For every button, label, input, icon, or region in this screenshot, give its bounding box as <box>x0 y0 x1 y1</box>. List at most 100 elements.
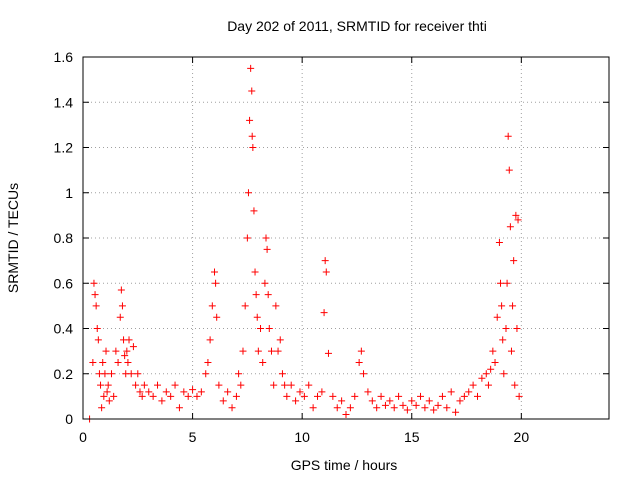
data-point <box>125 336 133 344</box>
data-point <box>237 381 245 389</box>
data-point <box>469 381 477 389</box>
data-point <box>497 279 505 287</box>
data-point <box>89 358 97 366</box>
data-point <box>342 410 350 418</box>
data-point <box>425 397 433 405</box>
data-point <box>167 392 175 400</box>
data-point <box>91 291 99 299</box>
data-point <box>274 347 282 355</box>
data-point <box>456 397 464 405</box>
x-tick-label: 15 <box>404 429 420 445</box>
data-point <box>351 392 359 400</box>
data-point <box>158 397 166 405</box>
data-point <box>98 404 106 412</box>
data-point <box>127 370 135 378</box>
data-point <box>262 234 270 242</box>
data-point <box>513 325 521 332</box>
data-point <box>287 381 295 389</box>
data-point <box>482 370 490 378</box>
data-point <box>118 302 126 310</box>
data-point <box>189 386 197 394</box>
data-point <box>116 313 124 321</box>
data-point <box>443 404 451 412</box>
data-point <box>373 404 381 412</box>
data-point <box>333 404 341 412</box>
data-point <box>204 358 212 366</box>
data-point <box>124 358 132 366</box>
data-point <box>278 370 286 378</box>
data-point <box>224 388 232 396</box>
x-axis-label: GPS time / hours <box>291 457 398 473</box>
data-point <box>102 347 110 355</box>
data-point <box>390 404 398 412</box>
data-point <box>487 365 495 373</box>
data-point <box>248 87 256 95</box>
data-point <box>292 397 300 405</box>
data-point <box>360 370 368 378</box>
chart-title: Day 202 of 2011, SRMTID for receiver tht… <box>227 18 487 34</box>
data-point <box>474 392 481 400</box>
data-point <box>300 392 308 400</box>
data-point <box>403 406 411 414</box>
data-point <box>503 279 511 287</box>
data-point <box>92 302 100 310</box>
data-point <box>180 388 188 396</box>
data-point <box>244 189 252 197</box>
data-point <box>110 392 118 400</box>
data-point <box>506 223 514 231</box>
data-point <box>112 347 120 355</box>
data-point <box>247 64 255 72</box>
ticks <box>82 56 609 420</box>
data-point <box>215 381 223 389</box>
y-axis-label: SRMTID / TECUs <box>5 183 21 293</box>
data-point <box>211 268 218 276</box>
y-tick-label: 0.2 <box>54 366 74 382</box>
x-tick-label: 5 <box>189 429 197 445</box>
y-tick-label: 0.8 <box>54 230 74 246</box>
data-point <box>202 370 210 378</box>
data-point <box>90 279 98 287</box>
data-point <box>368 397 376 405</box>
data-point <box>447 388 455 396</box>
data-point <box>412 401 420 409</box>
data-point <box>270 381 278 389</box>
data-point <box>510 257 518 265</box>
data-point <box>243 234 251 242</box>
data-point <box>140 381 148 389</box>
data-point <box>175 404 183 412</box>
data-point <box>132 381 140 389</box>
data-point <box>364 388 372 396</box>
data-point <box>309 404 317 412</box>
data-point <box>129 343 137 351</box>
data-point <box>305 381 313 389</box>
data-point <box>493 313 501 321</box>
data-point <box>250 207 258 215</box>
data-point <box>511 381 519 389</box>
data-point <box>499 336 507 344</box>
data-point <box>99 358 107 366</box>
data-point <box>500 370 508 378</box>
data-point <box>438 392 446 400</box>
data-point <box>465 388 473 396</box>
data-point <box>114 358 122 366</box>
data-point <box>261 279 269 287</box>
data-point <box>491 358 499 366</box>
data-point <box>478 374 486 382</box>
data-point <box>251 268 259 276</box>
data-point <box>248 132 256 140</box>
data-point <box>484 381 492 389</box>
data-point <box>134 370 142 378</box>
data-point <box>329 392 337 400</box>
data-point <box>232 392 240 400</box>
data-point <box>509 302 517 310</box>
data-point <box>107 370 115 378</box>
data-point <box>97 381 105 389</box>
data-point <box>502 325 510 332</box>
data-point <box>505 166 513 174</box>
data-point <box>355 358 363 366</box>
data-point <box>357 347 365 355</box>
data-point <box>322 268 330 276</box>
data-point <box>377 392 385 400</box>
data-point <box>430 406 438 414</box>
